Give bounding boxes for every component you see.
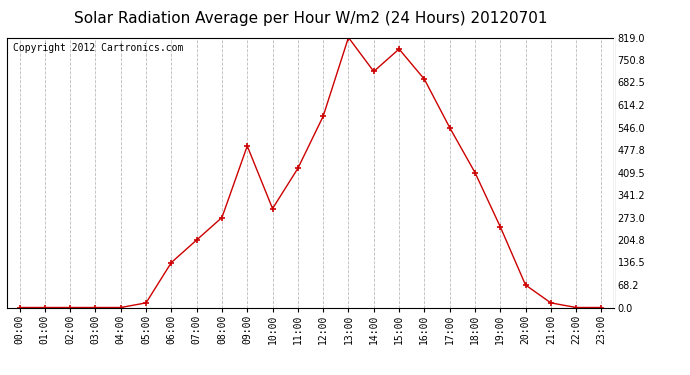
Text: Copyright 2012 Cartronics.com: Copyright 2012 Cartronics.com — [13, 43, 184, 53]
Text: Solar Radiation Average per Hour W/m2 (24 Hours) 20120701: Solar Radiation Average per Hour W/m2 (2… — [74, 11, 547, 26]
